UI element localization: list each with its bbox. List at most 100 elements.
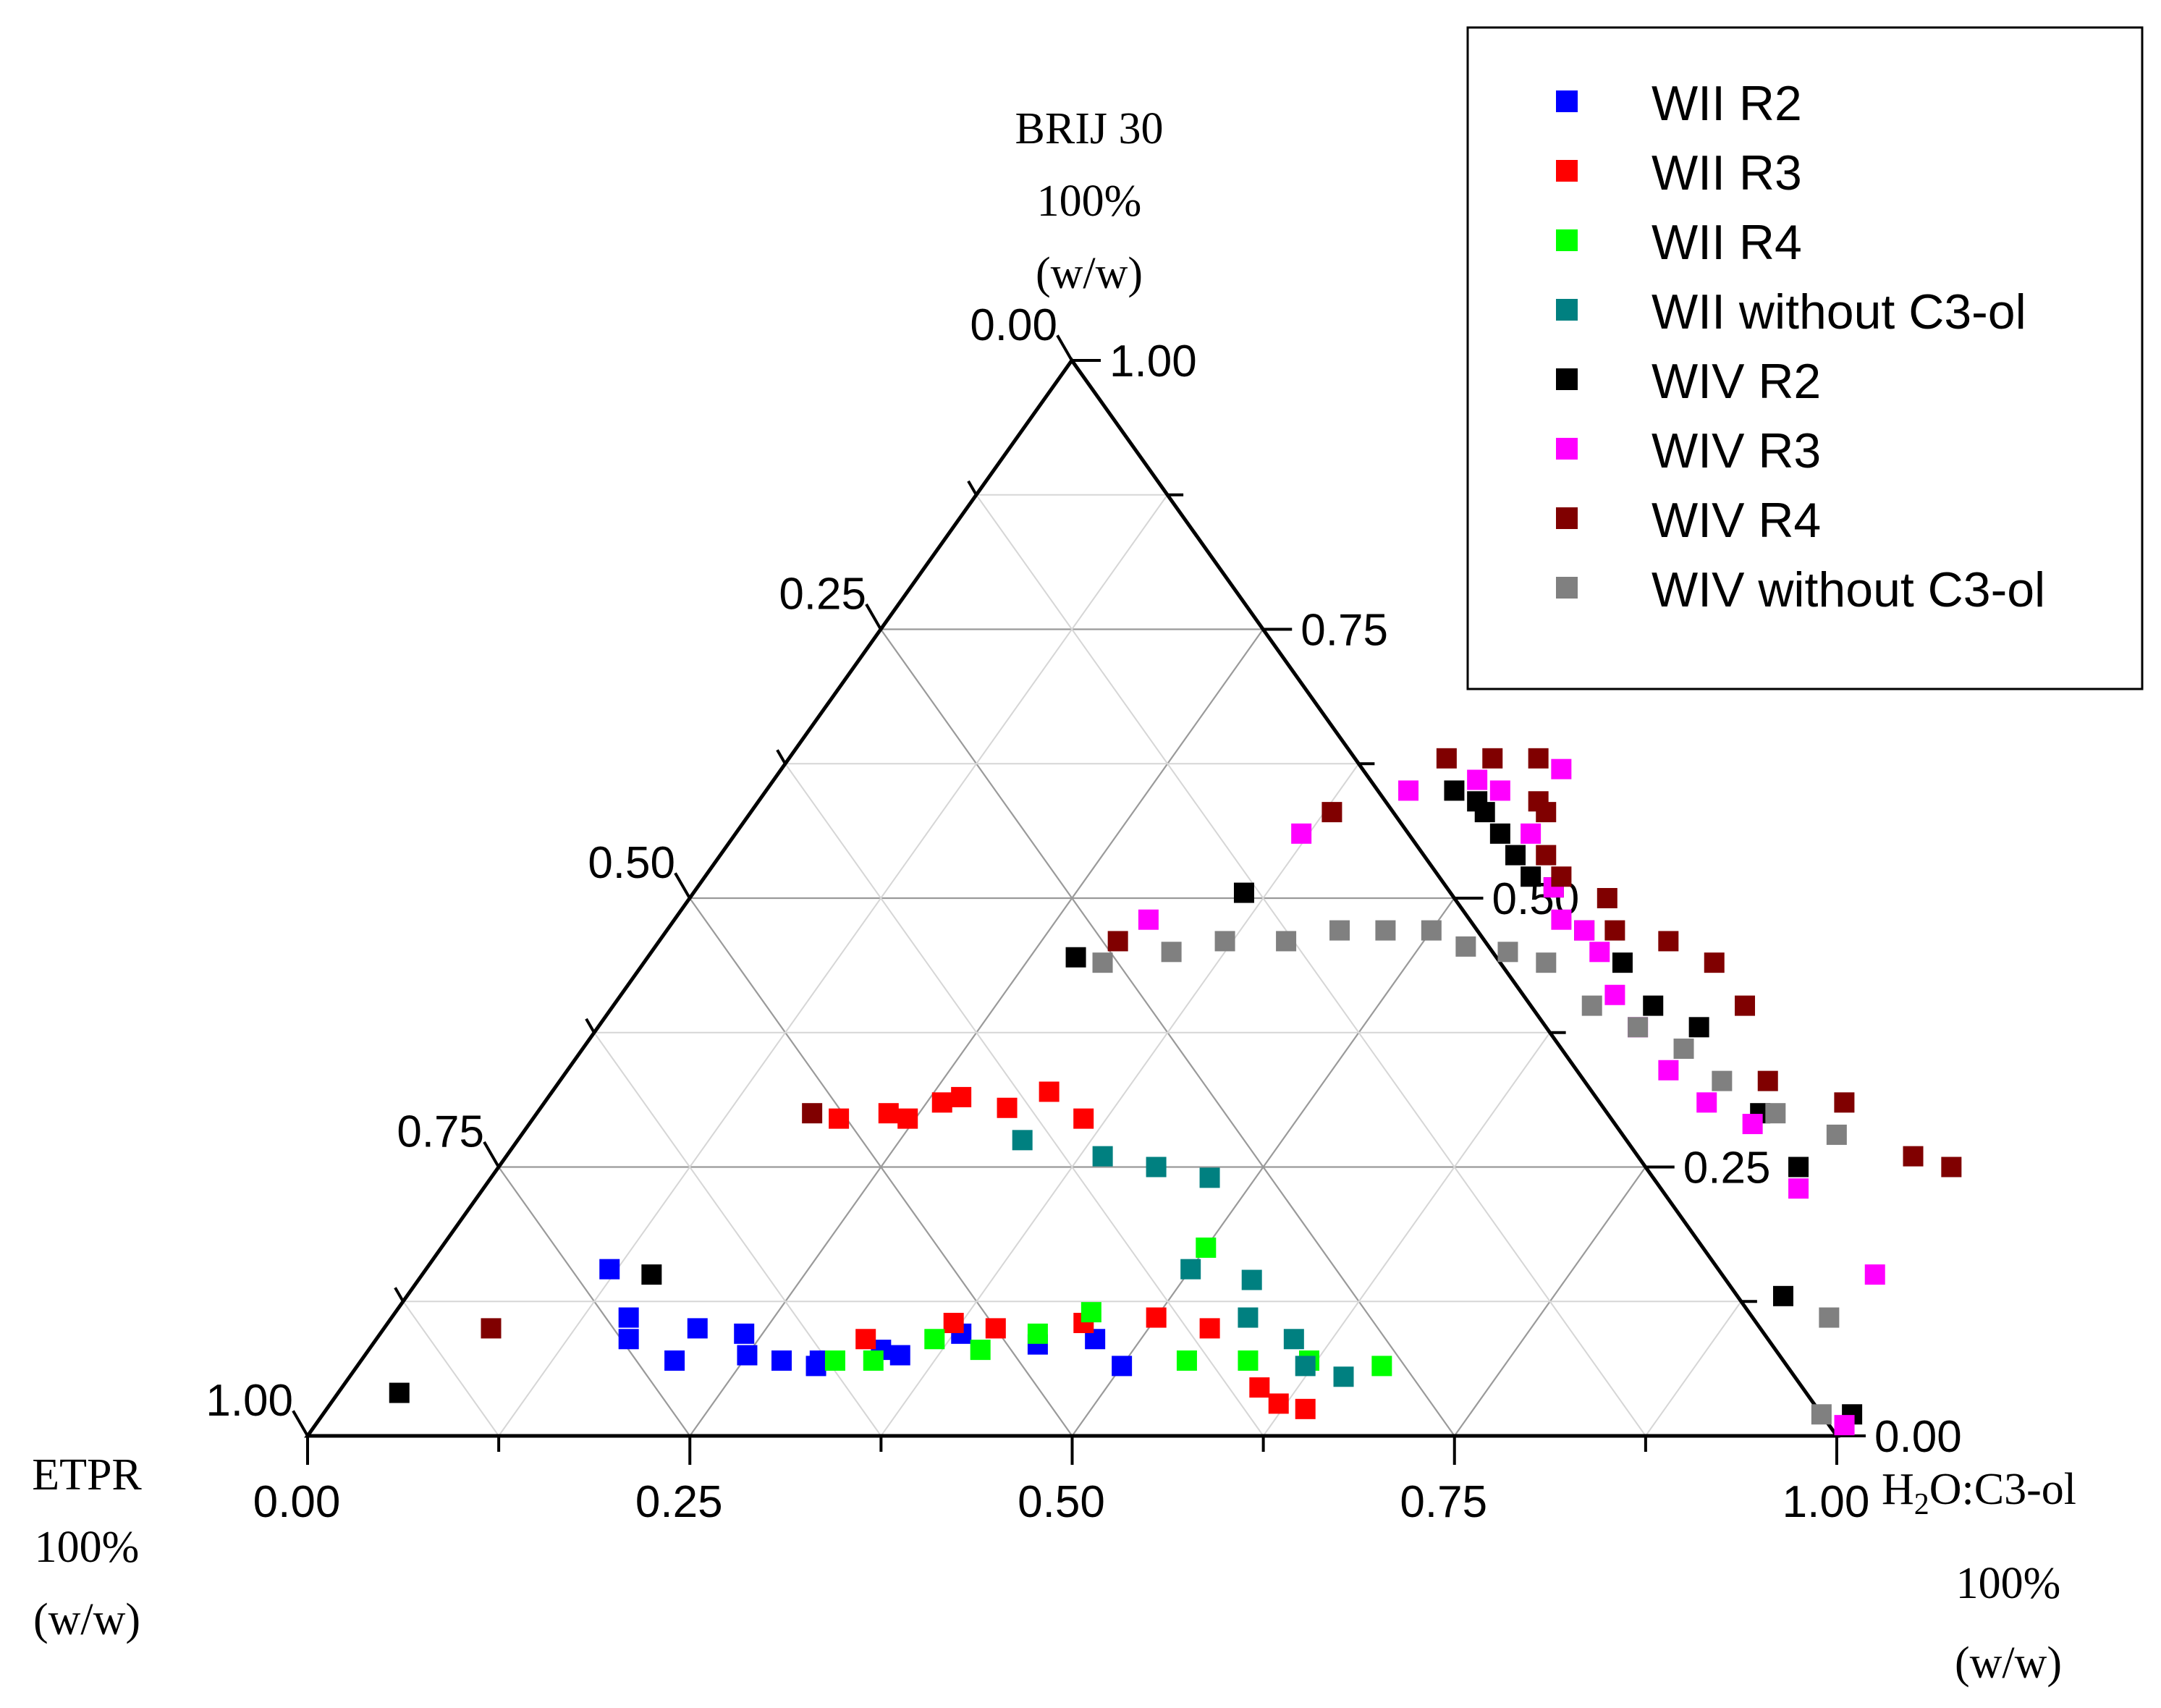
point-6-13	[1735, 995, 1756, 1016]
point-4-7	[1521, 866, 1542, 887]
grid-major-water-1	[1071, 897, 1455, 1437]
tick-label-bottom-4: 1.00	[1782, 1477, 1870, 1527]
grid-minor-etpr-0	[976, 494, 1646, 1437]
point-2-5	[1080, 1302, 1101, 1323]
point-4-5	[1489, 823, 1510, 844]
tick-label-right-3: 0.25	[1683, 1143, 1771, 1193]
point-3-0	[1012, 1130, 1033, 1151]
point-5-16	[1788, 1178, 1809, 1199]
point-2-8	[1238, 1350, 1259, 1371]
point-5-8	[1551, 909, 1572, 930]
left-axis-label-line2: 100%	[35, 1523, 140, 1572]
data-points	[389, 748, 1962, 1436]
point-6-0	[1107, 931, 1128, 952]
point-6-16	[1903, 1146, 1924, 1167]
series-wii-r3	[829, 1081, 1316, 1419]
point-6-7	[1536, 845, 1557, 866]
point-6-14	[1757, 1070, 1778, 1091]
point-1-8	[855, 1329, 876, 1350]
legend-label-7: WIV without C3-ol	[1652, 562, 2045, 617]
point-2-6	[1196, 1237, 1217, 1258]
point-4-11	[1643, 995, 1664, 1016]
point-2-2	[924, 1329, 945, 1350]
point-7-1	[1161, 942, 1182, 963]
legend-swatch-0	[1556, 90, 1578, 112]
left-axis-label-line3: (w/w)	[33, 1595, 140, 1644]
point-6-10	[1604, 920, 1625, 941]
point-6-9	[1597, 888, 1617, 908]
point-5-5	[1551, 758, 1572, 779]
right-axis-label-line3: (w/w)	[1955, 1639, 2062, 1688]
tick-left-7	[967, 480, 978, 496]
point-7-5	[1375, 920, 1396, 941]
right-axis-label-line1: H2O:C3-ol	[1882, 1465, 2076, 1521]
legend-label-0: WII R2	[1652, 76, 1802, 131]
point-6-18	[802, 1103, 823, 1124]
point-5-13	[1658, 1060, 1679, 1081]
top-axis-title: BRIJ 30 100% (w/w)	[1015, 104, 1164, 298]
point-6-12	[1704, 952, 1725, 973]
series-wii-without-c3-ol	[1012, 1130, 1354, 1387]
point-2-4	[1027, 1323, 1048, 1344]
legend-label-2: WII R4	[1652, 215, 1802, 270]
point-3-1	[1092, 1146, 1113, 1167]
tick-label-right-0: 1.00	[1109, 337, 1197, 386]
grid-minor-etpr-1	[785, 763, 1264, 1437]
point-5-15	[1742, 1114, 1763, 1135]
grid-minor-etpr-3	[402, 1301, 499, 1437]
point-1-16	[1295, 1398, 1316, 1419]
point-1-13	[1199, 1318, 1220, 1339]
tick-label-bottom-2: 0.50	[1018, 1477, 1105, 1527]
point-6-19	[481, 1318, 502, 1339]
tick-label-left-4: 1.00	[206, 1376, 293, 1426]
series-wiv-r3	[1138, 758, 1885, 1436]
point-4-14	[1788, 1157, 1809, 1178]
point-1-5	[997, 1097, 1018, 1118]
point-5-3	[1467, 769, 1488, 790]
point-6-8	[1551, 866, 1572, 887]
right-axis-label-line2: 100%	[1956, 1559, 2061, 1608]
tick-label-left-2: 0.50	[588, 838, 675, 888]
point-5-10	[1589, 942, 1610, 963]
point-7-6	[1421, 920, 1442, 941]
point-5-14	[1696, 1092, 1717, 1113]
left-axis-title: ETPR 100% (w/w)	[32, 1450, 142, 1644]
point-2-0	[824, 1350, 845, 1371]
point-5-1	[1291, 823, 1312, 844]
top-axis-label-line3: (w/w)	[1036, 249, 1143, 298]
tick-label-bottom-3: 0.75	[1400, 1477, 1487, 1527]
right-axis-title: H2O:C3-ol 100% (w/w)	[1882, 1465, 2076, 1688]
tick-label-right-1: 0.75	[1301, 606, 1388, 656]
point-1-4	[951, 1086, 972, 1107]
point-4-2	[1444, 780, 1465, 801]
tick-marks	[292, 334, 1866, 1465]
point-0-3	[687, 1318, 708, 1339]
legend-label-1: WII R3	[1652, 145, 1802, 200]
point-7-7	[1455, 936, 1476, 957]
legend-swatch-5	[1556, 438, 1578, 460]
point-4-6	[1505, 845, 1526, 866]
point-1-2	[897, 1108, 918, 1129]
point-6-15	[1834, 1092, 1855, 1113]
tick-left-6	[865, 603, 882, 630]
point-5-18	[1834, 1415, 1855, 1436]
point-7-4	[1329, 920, 1350, 941]
legend-items: WII R2 WII R3 WII R4 WII without C3-ol WIV R…	[1556, 76, 2045, 617]
tick-left-0	[292, 1410, 309, 1437]
point-1-7	[1073, 1108, 1094, 1129]
point-0-1	[618, 1307, 639, 1328]
point-1-0	[829, 1108, 850, 1129]
point-5-11	[1604, 984, 1625, 1005]
point-0-11	[889, 1345, 910, 1366]
point-0-15	[1112, 1356, 1133, 1377]
tick-left-4	[674, 872, 691, 900]
point-4-15	[1772, 1285, 1793, 1306]
point-3-3	[1199, 1167, 1220, 1188]
point-3-6	[1238, 1307, 1259, 1328]
grid-minor-water-3	[1645, 1301, 1742, 1437]
series-wiv-r4	[481, 748, 1962, 1339]
legend-swatch-1	[1556, 160, 1578, 182]
point-6-2	[1436, 748, 1457, 769]
point-7-13	[1712, 1070, 1733, 1091]
top-axis-label-line1: BRIJ 30	[1015, 104, 1164, 153]
